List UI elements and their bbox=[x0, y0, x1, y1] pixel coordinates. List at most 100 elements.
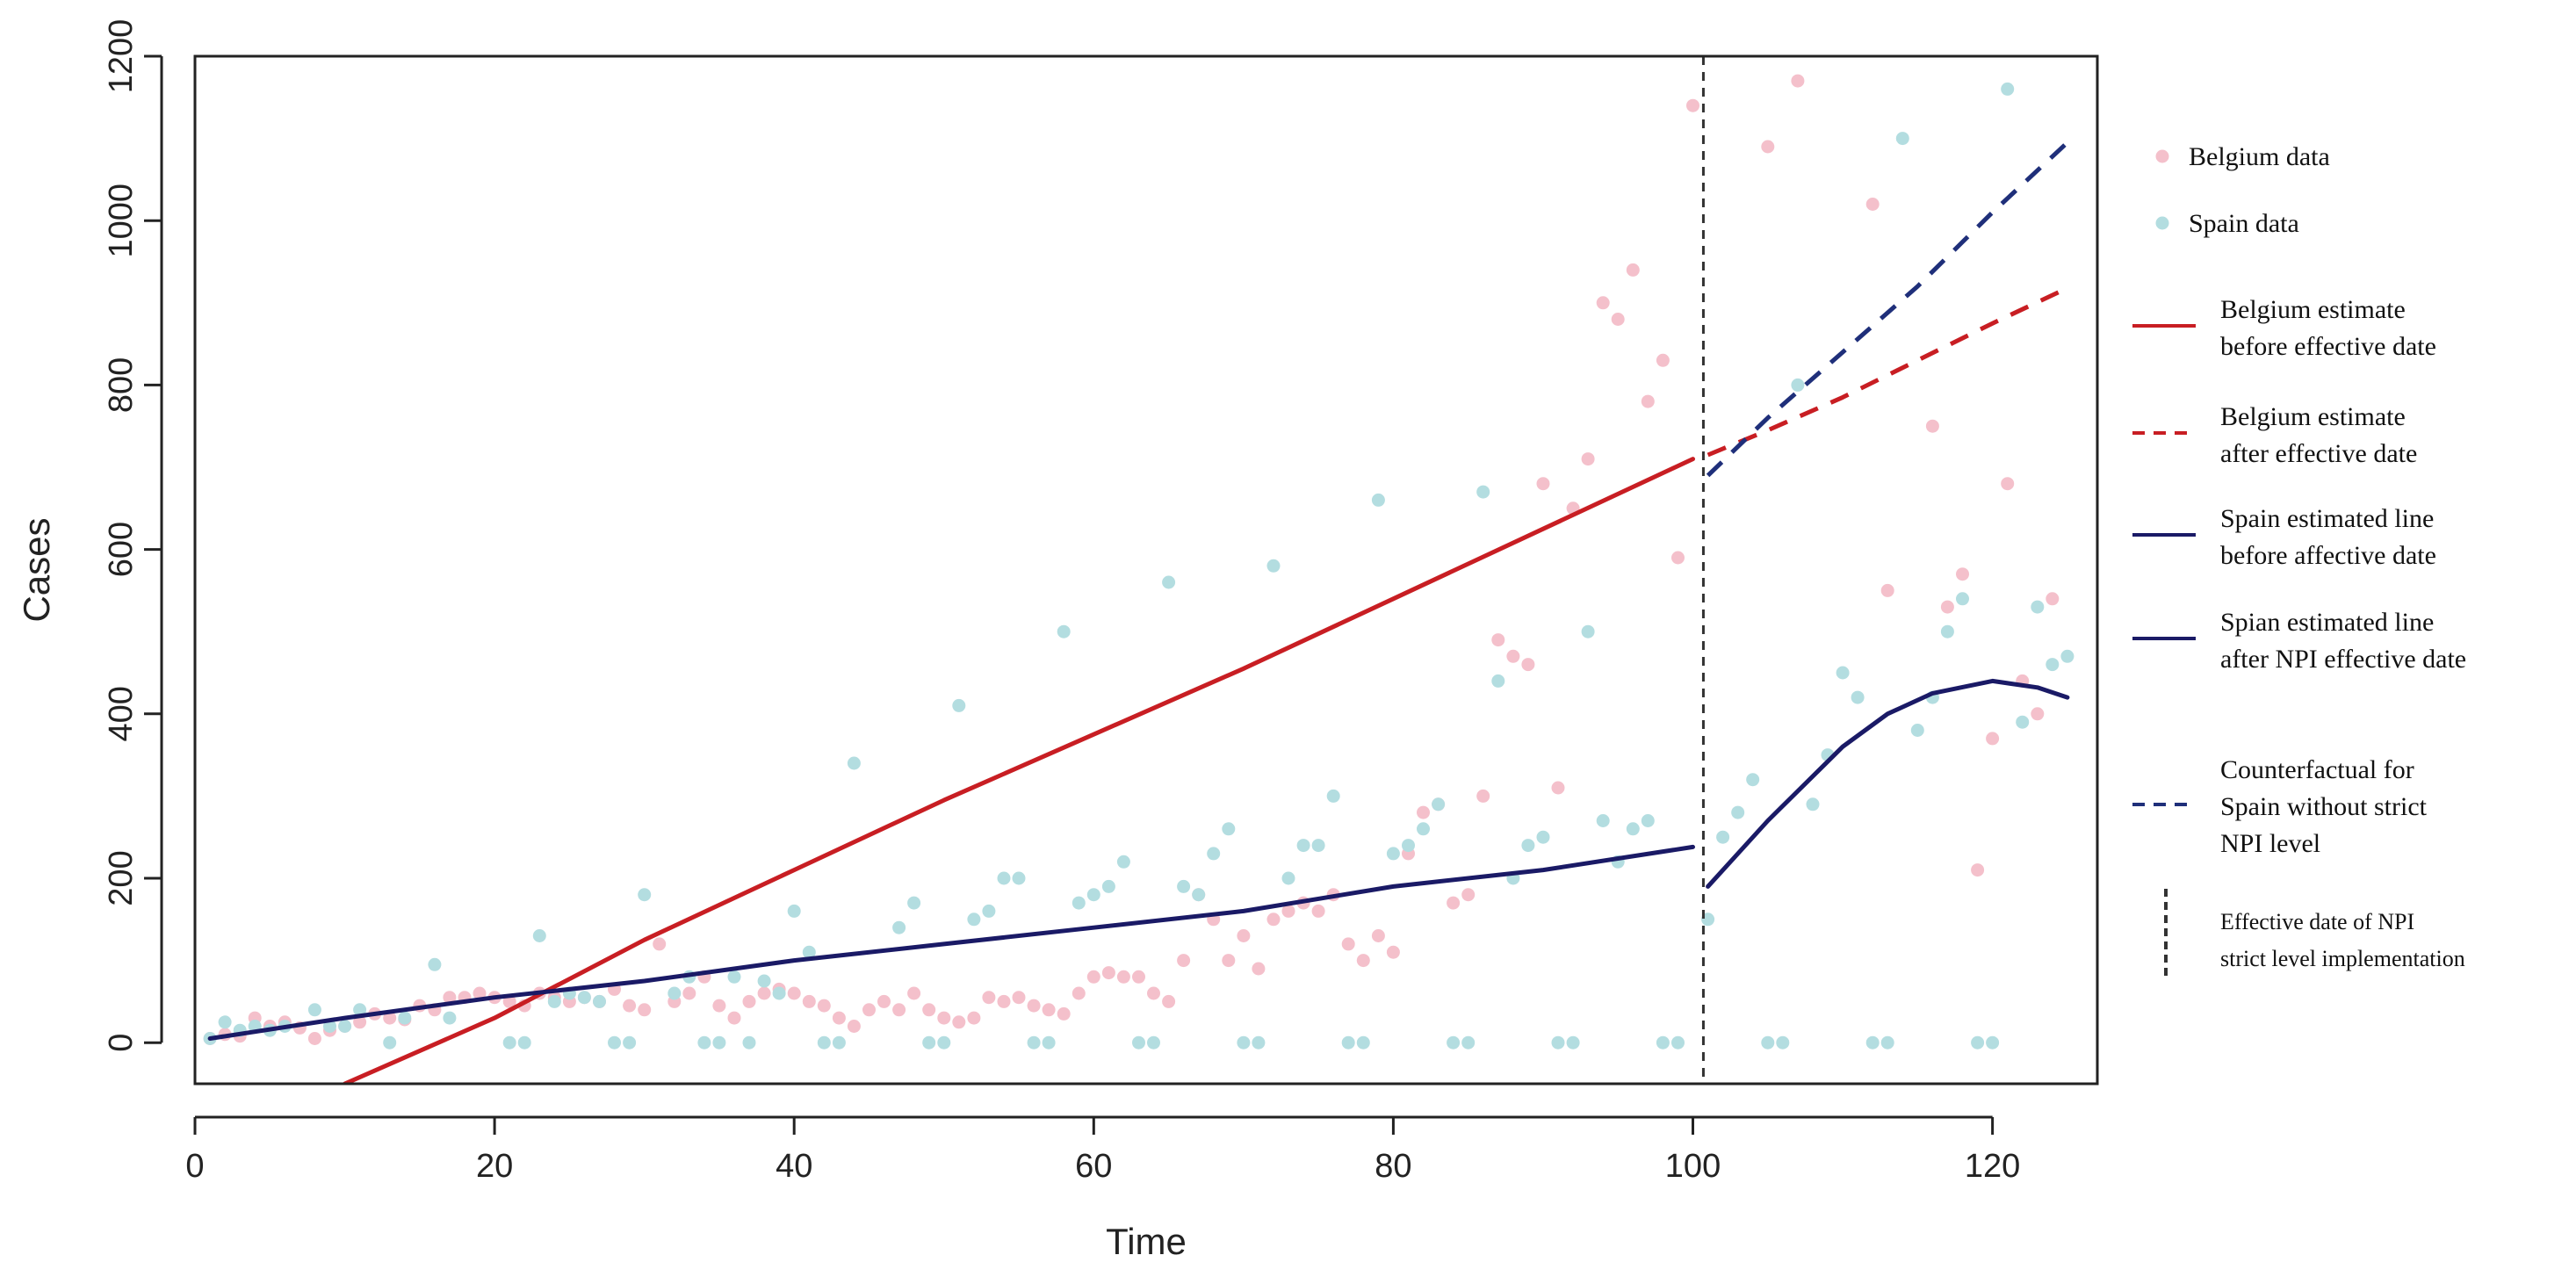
legend-item: Spian estimated line after NPI effective … bbox=[2132, 608, 2466, 674]
belgium-data-point bbox=[1311, 904, 1325, 918]
belgium-data-point bbox=[1611, 313, 1625, 326]
spain-data-point bbox=[577, 991, 591, 1005]
spain-data-point bbox=[1341, 1035, 1355, 1050]
spain-data-point bbox=[907, 896, 921, 910]
spain-data-point bbox=[1311, 839, 1325, 853]
belgium-data-point bbox=[623, 999, 637, 1013]
legend-item: Effective date of NPI strict level implem… bbox=[2164, 889, 2465, 977]
legend-label: Spain data bbox=[2189, 209, 2299, 238]
spain-data-point bbox=[608, 1035, 621, 1050]
y-tick-label: 1000 bbox=[103, 184, 140, 258]
belgium-data-point bbox=[307, 1032, 321, 1045]
belgium-data-point bbox=[922, 1003, 936, 1017]
spain-data-point bbox=[1147, 1035, 1160, 1050]
belgium-data-point bbox=[817, 999, 831, 1013]
legend-label: strict level implementation bbox=[2220, 946, 2465, 971]
spain-data-point bbox=[1746, 773, 1760, 787]
spain-data-point bbox=[1581, 624, 1595, 638]
spain-data-point bbox=[982, 904, 996, 918]
spain-data-point bbox=[1776, 1035, 1790, 1050]
belgium-data-point bbox=[862, 1003, 876, 1017]
belgium-data-point bbox=[1491, 633, 1505, 647]
belgium-data-point bbox=[473, 986, 487, 1000]
belgium-data-point bbox=[1386, 945, 1400, 959]
spain-data-point bbox=[1356, 1035, 1370, 1050]
spain-data-point bbox=[1057, 624, 1071, 638]
spain-data-point bbox=[1192, 888, 1206, 902]
belgium-data-point bbox=[937, 1011, 951, 1025]
spain-data-point bbox=[2031, 600, 2045, 614]
spain-data-point bbox=[1012, 871, 1026, 885]
belgium-data-point bbox=[1042, 1003, 1056, 1017]
belgium-data-point bbox=[653, 937, 667, 951]
spain-data-point bbox=[922, 1035, 936, 1050]
belgium-data-point bbox=[1791, 74, 1805, 88]
belgium-data-point bbox=[712, 999, 726, 1013]
spain-data-point bbox=[2001, 82, 2015, 96]
belgium-data-point bbox=[1447, 896, 1461, 910]
spain-data-point bbox=[1326, 789, 1340, 803]
legend-label: before effective date bbox=[2220, 332, 2436, 361]
belgium-data-point bbox=[787, 986, 801, 1000]
spain-data-point bbox=[1596, 814, 1610, 827]
spain-data-point bbox=[1806, 797, 1820, 812]
spain-data-point bbox=[532, 929, 546, 942]
legend-label: before affective date bbox=[2220, 541, 2436, 570]
spain-data-point bbox=[787, 904, 801, 918]
spain-data-point bbox=[1761, 1035, 1775, 1050]
belgium-data-point bbox=[1880, 583, 1894, 597]
spain-data-point bbox=[1536, 830, 1550, 844]
spain-data-point bbox=[428, 957, 442, 971]
spain-data-point bbox=[1641, 814, 1655, 827]
legend-point-marker bbox=[2155, 216, 2169, 230]
belgium-data-point bbox=[638, 1003, 652, 1017]
spain-data-point bbox=[1132, 1035, 1145, 1050]
belgium-data-point bbox=[1222, 954, 1236, 968]
spain-data-point bbox=[502, 1035, 516, 1050]
spain-data-point bbox=[1521, 839, 1535, 853]
x-tick-label: 120 bbox=[1965, 1148, 2020, 1185]
belgium-data-point bbox=[1551, 781, 1565, 795]
belgium-data-point bbox=[997, 994, 1011, 1008]
spain-data-point bbox=[2060, 649, 2075, 663]
belgium-data-point bbox=[1986, 732, 2000, 746]
spain-data-points bbox=[203, 82, 2075, 1050]
y-tick-label: 0 bbox=[103, 1034, 140, 1052]
belgium-data-point bbox=[682, 986, 696, 1000]
belgium-data-point bbox=[1116, 970, 1130, 984]
spain-data-point bbox=[1880, 1035, 1894, 1050]
belgium-data-point bbox=[1581, 452, 1595, 466]
spain-data-point bbox=[667, 986, 682, 1000]
belgium-data-point bbox=[1596, 296, 1610, 310]
legend-label: after NPI effective date bbox=[2220, 645, 2466, 674]
spain-data-point bbox=[1266, 559, 1281, 573]
spain-data-point bbox=[1222, 822, 1236, 836]
belgium-data-point bbox=[1461, 888, 1476, 902]
spain-data-point bbox=[1177, 879, 1191, 893]
spain-data-point bbox=[593, 994, 606, 1008]
legend-label: Counterfactual for bbox=[2220, 755, 2414, 784]
axes: 0 20 40 60 80 100 120020040060080010001200Time… bbox=[16, 19, 2099, 1262]
belgium-data-point bbox=[1371, 929, 1385, 942]
legend-item: Spain estimated line before affective dat… bbox=[2132, 504, 2436, 570]
belgium-data-point bbox=[1925, 419, 1939, 433]
belgium-data-point bbox=[1536, 477, 1550, 491]
spain-data-point bbox=[1895, 132, 1909, 146]
spain-data-point bbox=[1491, 674, 1505, 688]
belgium-data-point bbox=[1177, 954, 1191, 968]
legend-label: Belgium data bbox=[2189, 142, 2330, 171]
spain-data-point bbox=[1940, 624, 1954, 638]
spain-data-point bbox=[832, 1035, 846, 1050]
belgium-data-point bbox=[832, 1011, 846, 1025]
y-tick-label: 1200 bbox=[103, 19, 140, 94]
belgium-data-point bbox=[1971, 863, 1985, 877]
spain-data-point bbox=[2016, 715, 2030, 729]
spain-data-point bbox=[1910, 724, 1924, 737]
belgium-data-point bbox=[1865, 198, 1880, 211]
spain-data-point bbox=[697, 1035, 711, 1050]
spain-data-point bbox=[1956, 592, 1969, 606]
belgium-data-point bbox=[1252, 962, 1266, 976]
belgium-data-point bbox=[982, 991, 996, 1005]
belgium-data-point bbox=[1012, 991, 1026, 1005]
